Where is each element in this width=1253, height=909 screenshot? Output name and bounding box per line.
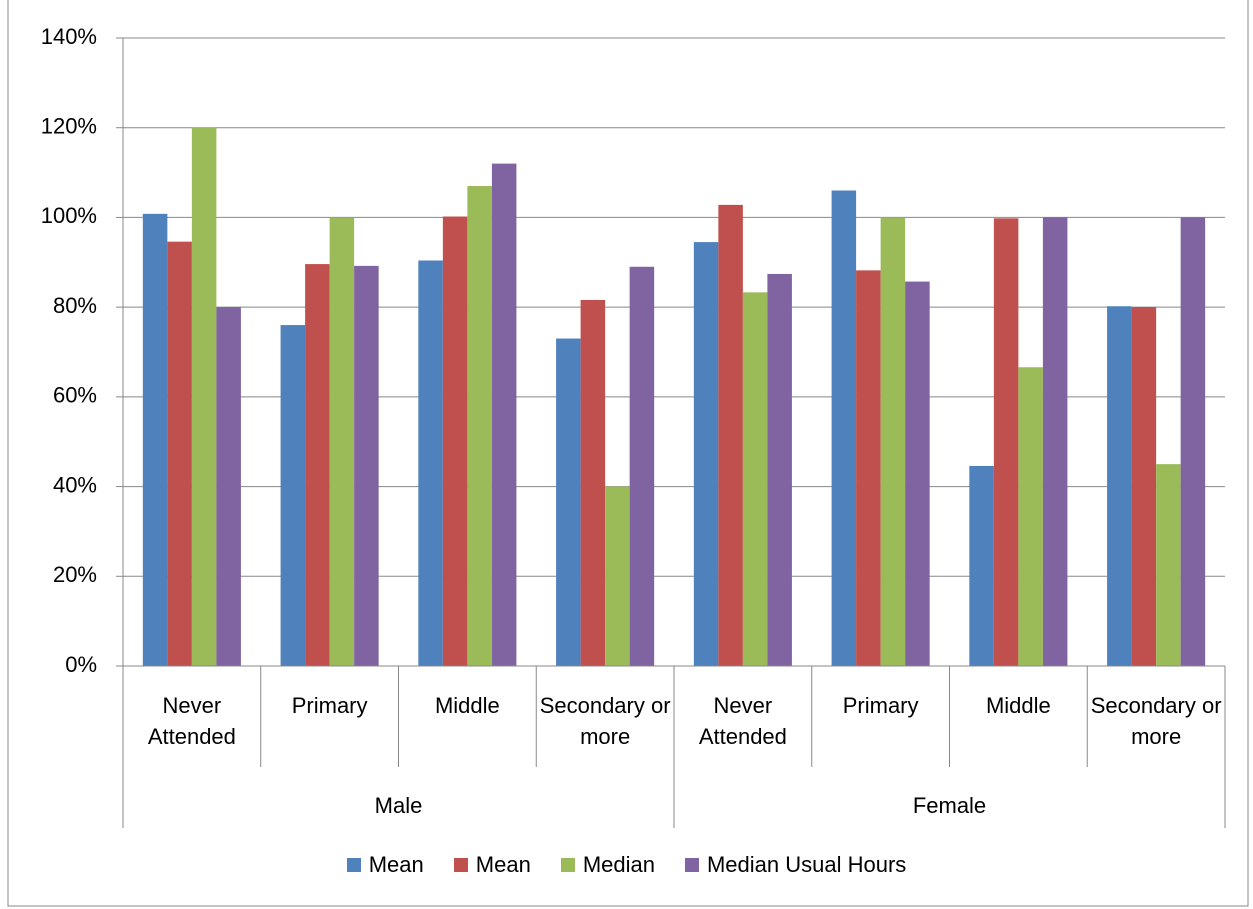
x-tick-label: Middle — [434, 693, 500, 718]
y-tick-label: 120% — [41, 114, 97, 139]
y-tick-label: 40% — [53, 472, 97, 497]
x-tick-label: Middle — [985, 693, 1051, 718]
bar — [905, 281, 930, 666]
bar — [418, 260, 443, 666]
legend-label: Median Usual Hours — [706, 852, 907, 877]
x-tick-label: Secondary or more — [1090, 693, 1222, 749]
bar — [305, 264, 330, 666]
group-label: Female — [912, 793, 987, 818]
y-tick-label: 0% — [65, 652, 97, 677]
bar — [216, 307, 241, 666]
legend-item: Median — [560, 852, 655, 878]
bar — [742, 292, 768, 666]
bar — [191, 127, 217, 666]
bar — [556, 338, 581, 666]
x-tick-label: Never Attended — [698, 693, 787, 749]
y-tick-label: 20% — [53, 562, 97, 587]
bar — [442, 216, 468, 666]
x-tick-label: Primary — [291, 693, 368, 718]
bar — [718, 204, 743, 666]
bar — [167, 241, 192, 666]
y-tick-label: 60% — [53, 383, 97, 408]
bar — [605, 486, 630, 666]
x-tick-label: Primary — [842, 693, 919, 718]
bar — [1107, 306, 1132, 666]
bar — [580, 299, 606, 666]
bar — [629, 266, 655, 666]
bar — [880, 217, 906, 666]
bar — [1131, 307, 1157, 666]
bar — [831, 190, 857, 666]
legend-item: Mean — [453, 852, 531, 878]
bar — [354, 265, 379, 666]
legend-item: Mean — [346, 852, 424, 878]
group-label: Male — [374, 793, 423, 818]
bar — [969, 465, 994, 666]
bar — [467, 186, 492, 666]
bar — [491, 163, 517, 666]
bar — [1180, 217, 1206, 666]
bar — [856, 270, 881, 666]
x-tick-label: Secondary or more — [539, 693, 671, 749]
legend-item: Median Usual Hours — [684, 852, 907, 878]
bar — [329, 217, 355, 666]
legend-swatch — [560, 858, 575, 872]
bar — [1018, 367, 1043, 666]
bar — [693, 242, 719, 666]
legend-swatch — [684, 858, 699, 872]
legend-label: Median — [582, 852, 655, 877]
bar — [993, 218, 1019, 666]
x-tick-label: Never Attended — [147, 693, 236, 749]
y-tick-label: 80% — [53, 293, 97, 318]
legend-swatch — [346, 858, 361, 872]
bar — [142, 213, 168, 666]
legend-label: Mean — [368, 852, 424, 877]
legend-swatch — [453, 858, 468, 872]
bar — [1156, 464, 1181, 666]
chart-frame — [7, 0, 1249, 907]
legend-label: Mean — [475, 852, 531, 877]
legend: Mean Mean Median Median Usual Hours — [0, 852, 1253, 878]
bar — [280, 325, 306, 666]
y-tick-label: 140% — [41, 24, 97, 49]
y-tick-label: 100% — [41, 203, 97, 228]
bar — [767, 273, 792, 666]
bar — [1042, 217, 1068, 666]
